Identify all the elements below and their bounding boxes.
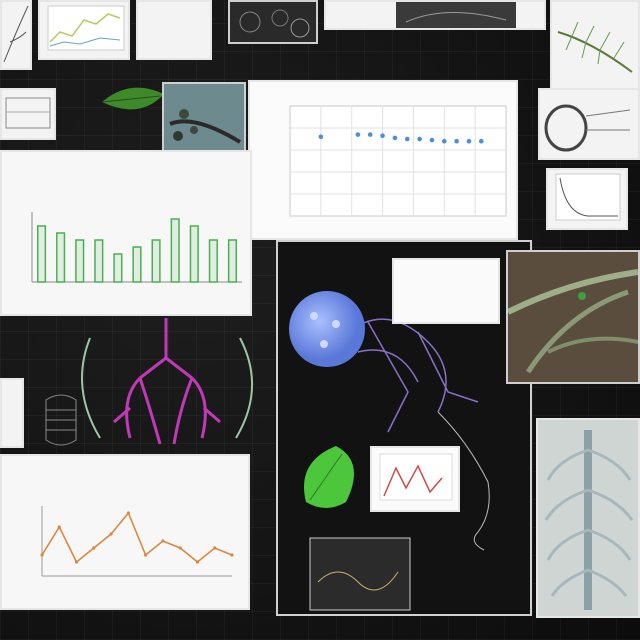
scatter-point — [318, 134, 324, 140]
line-point — [213, 546, 217, 550]
scatter-point — [429, 137, 435, 143]
scatter-point — [404, 136, 410, 142]
bar — [189, 225, 199, 283]
bar-chart-panel — [0, 150, 252, 316]
coral-specimen-image — [538, 420, 638, 616]
line-point — [230, 553, 234, 557]
scatter-point — [392, 135, 398, 141]
vertebra-image — [45, 394, 77, 446]
line-chart-panel — [0, 454, 250, 610]
bar — [170, 218, 180, 283]
bar — [227, 239, 238, 283]
leaf-sketch-image — [557, 21, 633, 73]
bar — [75, 239, 85, 283]
series-line — [41, 511, 233, 564]
plant-stem-image — [508, 252, 638, 382]
line-point — [92, 546, 96, 550]
top-left-thumbnail — [0, 0, 32, 70]
line-point — [40, 553, 44, 557]
scatter-point — [454, 138, 459, 144]
top-caption-card — [136, 0, 212, 60]
scatter-point — [355, 132, 361, 137]
vessel-sketch-card — [538, 88, 640, 160]
stem-photo-card — [506, 250, 640, 384]
spectrum-chart-card — [370, 446, 460, 512]
bar — [56, 232, 66, 283]
bar-chart — [31, 212, 242, 283]
micrograph-strip — [228, 0, 318, 44]
plot-area — [289, 105, 507, 217]
line-point — [161, 539, 165, 543]
cell-texture-image — [230, 2, 316, 42]
vessel-sketch-image — [544, 104, 631, 152]
small-chart-card — [546, 168, 628, 230]
line-point — [178, 546, 182, 550]
scatter-chart — [289, 105, 507, 217]
spectrum-mini-chart — [379, 453, 453, 501]
scatter-point — [466, 138, 472, 144]
bar — [36, 225, 47, 283]
left-schematic-card — [0, 88, 56, 140]
scatter-chart-panel — [248, 80, 518, 240]
scatter-point — [367, 132, 373, 137]
scatter-point — [441, 138, 447, 144]
mini-chart-thumbnail — [38, 0, 130, 60]
bar — [208, 239, 218, 283]
bar — [151, 239, 161, 283]
line-point — [126, 511, 130, 515]
left-edge-card — [0, 378, 24, 448]
pollen-sphere-image — [289, 291, 365, 367]
dark-specimen-image — [396, 2, 516, 28]
mini-decay-chart — [555, 173, 621, 221]
scatter-point — [417, 136, 422, 142]
line-point — [144, 553, 148, 557]
lung-airway-image — [81, 318, 254, 445]
bar — [94, 239, 104, 283]
line-point — [74, 560, 79, 564]
line-point — [195, 560, 200, 564]
line-point — [57, 525, 61, 529]
label-box-card — [392, 258, 500, 324]
line-chart — [40, 506, 234, 577]
header-photo-strip — [324, 0, 546, 30]
line-point — [109, 532, 113, 536]
bar — [113, 253, 123, 283]
scatter-point — [479, 138, 484, 144]
green-leaf-icon — [101, 87, 164, 110]
scatter-point — [380, 133, 385, 138]
branch-sketch-icon — [3, 5, 29, 63]
bar — [132, 246, 142, 283]
schematic-image — [5, 97, 51, 129]
green-leaf-image — [304, 446, 354, 508]
mini-line-chart — [47, 5, 125, 51]
coral-specimen-card — [536, 418, 640, 618]
leaf-sketch-card — [550, 0, 640, 90]
